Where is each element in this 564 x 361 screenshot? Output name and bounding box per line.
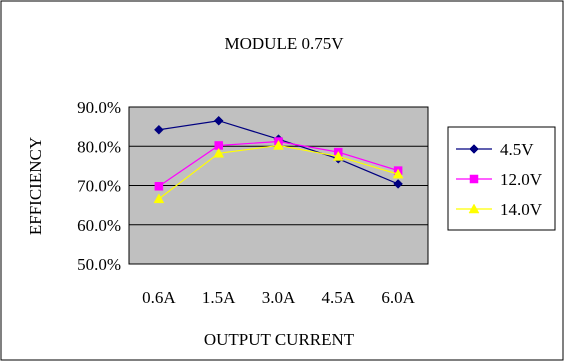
data-point xyxy=(154,182,164,191)
x-tick-label: 1.5A xyxy=(202,288,236,307)
legend-entry: 4.5V xyxy=(456,140,534,159)
data-point xyxy=(213,115,224,126)
data-series xyxy=(153,115,404,204)
x-tick-label: 4.5A xyxy=(322,288,356,307)
chart-title: MODULE 0.75V xyxy=(225,34,345,53)
data-point xyxy=(153,193,165,204)
data-point xyxy=(213,147,225,158)
legend: 4.5V 12.0V 14.0V xyxy=(456,140,543,219)
x-tick-label: 6.0A xyxy=(381,288,415,307)
x-tick-label: 0.6A xyxy=(142,288,176,307)
legend-label: 4.5V xyxy=(500,140,534,159)
legend-swatch-marker xyxy=(469,144,479,154)
x-tick-label: 3.0A xyxy=(262,288,296,307)
data-point xyxy=(392,168,404,179)
x-axis-tick-labels: 0.6A 1.5A 3.0A 4.5A 6.0A xyxy=(142,288,415,307)
series-14.0V xyxy=(153,139,404,204)
y-tick-label: 90.0% xyxy=(77,98,121,117)
data-point xyxy=(393,179,403,189)
y-axis-tick-labels: 50.0% 60.0% 70.0% 80.0% 90.0% xyxy=(77,98,121,274)
y-tick-label: 70.0% xyxy=(77,177,121,196)
legend-label: 14.0V xyxy=(500,200,543,219)
gridlines xyxy=(129,106,428,265)
data-point xyxy=(332,150,344,161)
data-point xyxy=(273,139,284,150)
legend-swatch-marker xyxy=(468,203,480,214)
y-tick-label: 80.0% xyxy=(77,137,121,156)
legend-entry: 12.0V xyxy=(456,170,543,189)
legend-entry: 14.0V xyxy=(456,200,543,219)
y-axis-label: EFFICIENCY xyxy=(26,137,45,235)
data-point xyxy=(154,124,164,135)
y-tick-label: 50.0% xyxy=(77,255,121,274)
legend-swatch-marker xyxy=(469,174,479,184)
legend-label: 12.0V xyxy=(500,170,543,189)
x-axis-label: OUTPUT CURRENT xyxy=(204,330,355,349)
y-tick-label: 60.0% xyxy=(77,216,121,235)
